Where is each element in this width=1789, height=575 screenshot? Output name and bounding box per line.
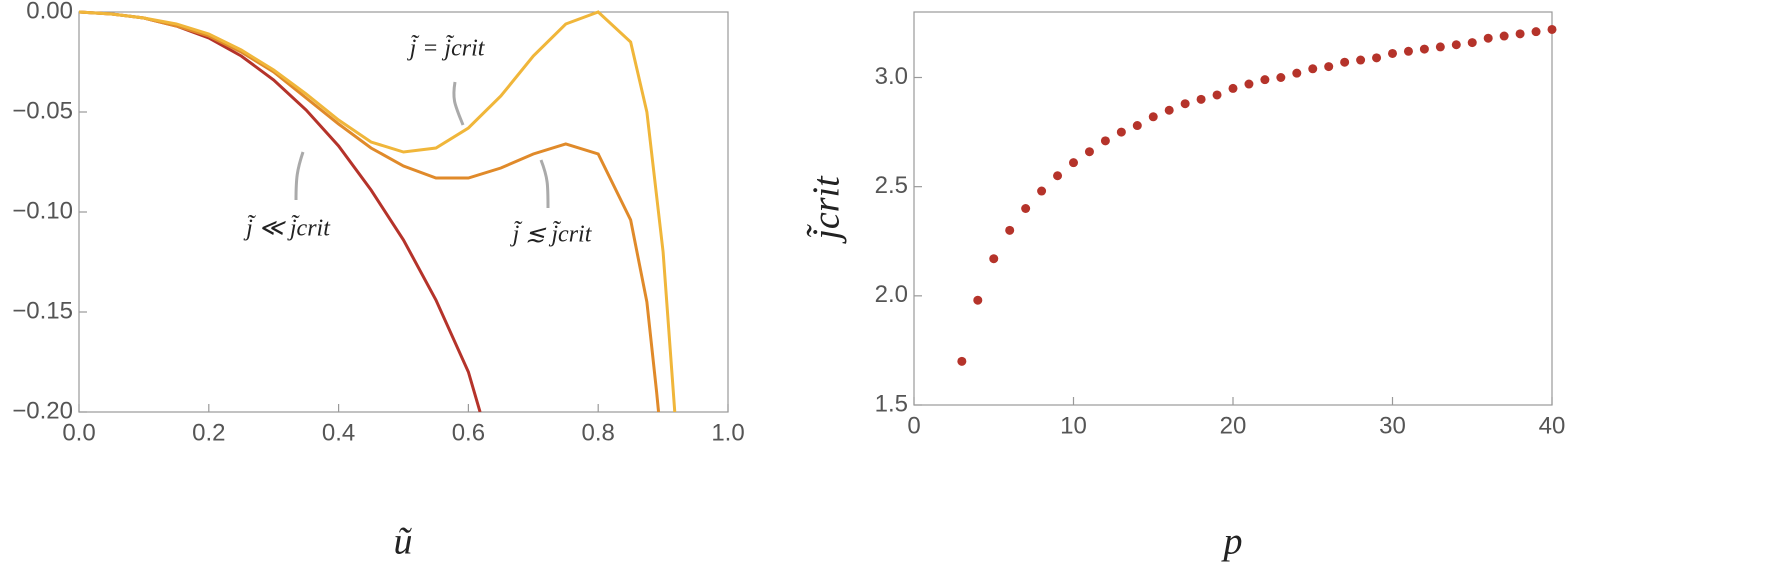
x-tick-label: 0.0 — [62, 419, 95, 446]
plot-frame — [78, 11, 729, 413]
x-tick-label: 30 — [1379, 412, 1406, 439]
point — [1515, 29, 1525, 39]
point — [1260, 75, 1270, 85]
line — [79, 10, 677, 412]
leader-line — [294, 151, 305, 201]
point — [1037, 186, 1047, 196]
leader-line — [539, 159, 550, 209]
y-tick-label: −0.15 — [12, 297, 73, 324]
point — [1372, 53, 1382, 63]
point — [1356, 55, 1366, 65]
point — [1212, 90, 1222, 100]
y-tick-label: −0.05 — [12, 97, 73, 124]
annotation: j̃ ≲ j̃crit — [510, 220, 593, 247]
point — [1084, 147, 1094, 157]
plot-frame — [913, 11, 1553, 406]
annotation: j̃ ≪ j̃crit — [243, 214, 331, 241]
y-tick-label: 2.0 — [875, 281, 908, 308]
leader-line — [452, 81, 465, 126]
point — [989, 254, 999, 264]
point — [1244, 79, 1254, 89]
point — [957, 356, 967, 366]
x-tick-label: 0.8 — [582, 419, 615, 446]
y-tick-label: 0.00 — [26, 0, 73, 24]
line — [79, 10, 661, 412]
x-tick-label: 20 — [1220, 412, 1247, 439]
point — [1180, 99, 1190, 109]
x-tick-label: 0 — [907, 412, 920, 439]
x-tick-label: 0.4 — [322, 419, 355, 446]
line — [79, 10, 482, 412]
point — [1021, 204, 1031, 213]
point — [1324, 62, 1334, 72]
point — [1116, 127, 1126, 137]
point — [1069, 158, 1078, 168]
x-tick-label: 1.0 — [711, 419, 744, 446]
y-tick-label: −0.20 — [12, 397, 73, 424]
x-tick-label: 10 — [1060, 412, 1087, 439]
point — [1276, 73, 1286, 82]
y-tick-label: 1.5 — [875, 390, 908, 417]
point — [1451, 40, 1461, 50]
y-tick-label: −0.10 — [12, 197, 73, 224]
point — [1547, 24, 1557, 34]
x-tick-label: 0.6 — [452, 419, 485, 446]
y-tick-label: 2.5 — [875, 172, 908, 199]
point — [1483, 33, 1493, 43]
point — [1005, 225, 1015, 235]
point — [1403, 46, 1413, 56]
x-tick-label: 40 — [1539, 412, 1566, 439]
y-axis-label: j̃crit — [806, 175, 848, 245]
point — [1499, 31, 1509, 41]
point — [1388, 48, 1397, 58]
point — [1053, 171, 1063, 181]
point — [1419, 44, 1429, 54]
x-axis-label: p — [1221, 521, 1243, 563]
point — [1228, 83, 1238, 93]
y-tick-label: 3.0 — [875, 63, 908, 90]
point — [1340, 57, 1350, 67]
point — [1308, 64, 1318, 74]
point — [1148, 112, 1158, 122]
point — [1467, 38, 1477, 48]
point — [1196, 94, 1206, 104]
point — [1531, 27, 1541, 37]
left-leaders — [294, 81, 550, 209]
point — [1100, 136, 1110, 146]
point — [1164, 105, 1174, 115]
point — [1132, 121, 1142, 131]
point — [1435, 42, 1445, 52]
annotation: j̃ = j̃crit — [407, 34, 486, 61]
x-tick-label: 0.2 — [192, 419, 225, 446]
x-axis-label: ũ — [394, 521, 413, 563]
point — [973, 295, 983, 305]
point — [1292, 68, 1302, 78]
